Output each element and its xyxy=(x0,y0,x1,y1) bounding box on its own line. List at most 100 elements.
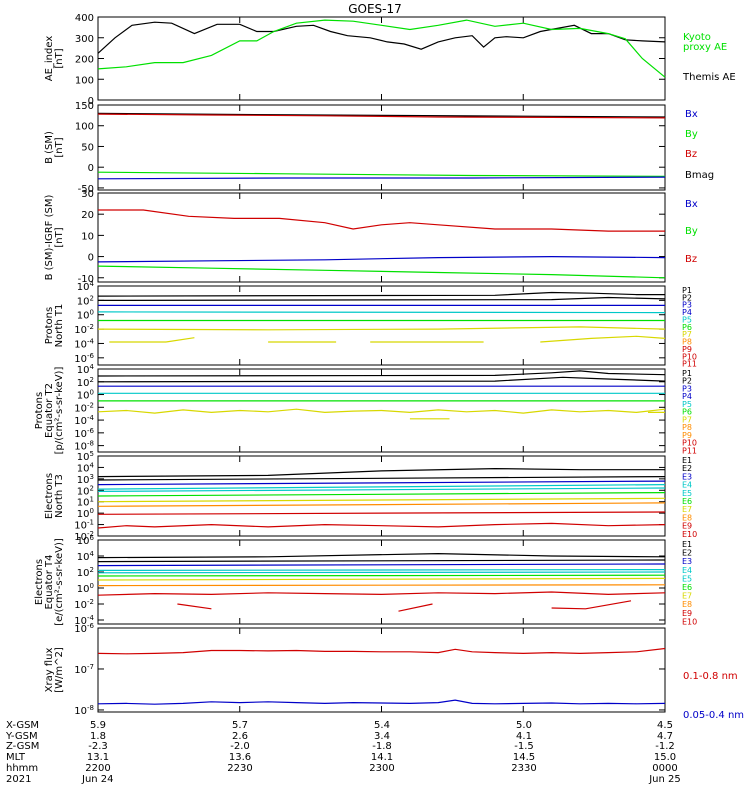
series-eet4-E2 xyxy=(97,559,666,563)
axis-value-1-2: -2.0 xyxy=(230,741,250,752)
y-tick-label-pet2: 104 xyxy=(77,363,95,376)
axis-value-3-1: 4.1 xyxy=(516,731,532,742)
legend-xray-0-05-0-4-nm: 0.05-0.4 nm xyxy=(683,710,744,721)
legend-bigrf-bz: Bz xyxy=(685,254,697,265)
legend-ent3-e10: E10 xyxy=(682,530,697,539)
series-ent3-E8 xyxy=(97,502,666,507)
axis-value-0-1: 1.8 xyxy=(90,731,106,742)
y-axis-label-eet4: Electrons xyxy=(34,559,45,605)
axis-value-3-2: -1.5 xyxy=(514,741,534,752)
y-tick-label-eet4: 104 xyxy=(77,550,95,563)
legend-bigrf-by: By xyxy=(685,226,698,237)
legend-pet2-p4: P4 xyxy=(682,392,692,401)
series-ent3-E7 xyxy=(97,497,666,503)
y-tick-label-bsm: -50 xyxy=(78,184,94,195)
panel-frame-xray xyxy=(97,627,666,713)
series-bsm-By xyxy=(97,171,666,177)
axis-value-3-0: 5.0 xyxy=(516,720,532,731)
legend-pet2-p7: P7 xyxy=(682,415,692,424)
legend-eet4-e10: E10 xyxy=(682,617,697,626)
axis-value-0-3: 13.1 xyxy=(87,752,109,763)
y-tick-label-bigrf: 20 xyxy=(81,210,94,221)
axis-value-3-3: 14.5 xyxy=(513,752,535,763)
axis-row-label: X-GSM xyxy=(6,720,39,731)
axis-row-label: MLT xyxy=(6,752,26,763)
legend-ae-kyoto: Kyoto xyxy=(683,32,711,43)
y-tick-label-ae: 300 xyxy=(75,34,94,45)
legend-pet2-p8: P8 xyxy=(682,423,692,432)
axis-row-label: Y-GSM xyxy=(5,731,38,742)
axis-value-4-2: -1.2 xyxy=(655,741,675,752)
series-eet4-E10c xyxy=(551,600,632,610)
series-eet4-E5 xyxy=(97,571,666,574)
y-tick-label-bigrf: -10 xyxy=(78,274,94,285)
y-axis-label-pnt1: North T1 xyxy=(54,304,65,348)
series-ent3-E10 xyxy=(97,522,666,529)
y-tick-label-bsm: 0 xyxy=(88,163,94,174)
series-pnt1-P4 xyxy=(97,311,666,314)
legend-pet2-p10: P10 xyxy=(682,439,697,448)
y-axis-label-bsm: [nT] xyxy=(54,137,65,157)
y-tick-label-bsm: 100 xyxy=(75,122,94,133)
y-tick-label-eet4: 10-4 xyxy=(74,614,94,627)
series-ae-Kyoto proxy AE xyxy=(97,19,666,78)
panel-frame-pnt1 xyxy=(97,285,666,366)
y-tick-label-ent3: 103 xyxy=(77,473,94,486)
legend-ent3-e4: E4 xyxy=(682,481,692,490)
legend-ae-proxy-ae: proxy AE xyxy=(683,42,727,53)
series-ent3-E4 xyxy=(97,484,666,490)
y-tick-label-ae: 100 xyxy=(75,75,94,86)
y-axis-label-pnt1: Protons xyxy=(44,307,55,344)
series-bsm-Bz xyxy=(97,113,666,119)
axis-value-4-4: 0000 xyxy=(652,763,677,774)
y-tick-label-pnt1: 100 xyxy=(77,309,94,322)
series-eet4-E9 xyxy=(97,591,666,596)
series-ae-Themis AE xyxy=(97,21,666,54)
y-tick-label-pnt1: 10-4 xyxy=(74,337,94,350)
y-tick-label-eet4: 10-2 xyxy=(74,598,94,611)
y-tick-label-pnt1: 10-6 xyxy=(74,352,94,365)
y-axis-label-eet4: [e/(cm²-s-sr-keV)] xyxy=(54,538,65,626)
y-tick-label-ent3: 101 xyxy=(77,496,94,509)
legend-ent3-e9: E9 xyxy=(682,522,692,531)
y-axis-label-bsm: B (SM) xyxy=(44,131,55,164)
y-tick-label-eet4: 102 xyxy=(77,566,94,579)
series-ent3-E6 xyxy=(97,492,666,497)
page-title: GOES-17 xyxy=(348,2,402,16)
y-tick-label-bsm: 50 xyxy=(81,142,94,153)
axis-value-1-4: 2230 xyxy=(227,763,252,774)
legend-bsm-bz: Bz xyxy=(685,149,697,160)
y-axis-label-bigrf: [nT] xyxy=(54,227,65,247)
y-axis-label-pet2: [p/(cm²-s-sr-keV)] xyxy=(54,367,65,455)
legend-ent3-e2: E2 xyxy=(682,464,692,473)
legend-pet2-p1: P1 xyxy=(682,369,692,378)
axis-value-2-3: 14.1 xyxy=(371,752,393,763)
legend-ent3-e5: E5 xyxy=(682,489,692,498)
series-eet4-E7 xyxy=(97,577,666,581)
series-eet4-E4 xyxy=(97,568,666,572)
legend-bsm-bmag: Bmag xyxy=(685,170,714,181)
legend-ent3-e7: E7 xyxy=(682,505,692,514)
legend-eet4-e7: E7 xyxy=(682,592,692,601)
legend-bigrf-bx: Bx xyxy=(685,199,698,210)
y-tick-label-bigrf: 0 xyxy=(88,253,94,264)
axis-value-1-1: 2.6 xyxy=(232,731,248,742)
y-tick-label-ent3: 100 xyxy=(77,507,94,520)
y-tick-label-bigrf: 10 xyxy=(81,231,94,242)
axis-value-2-4: 2300 xyxy=(369,763,394,774)
y-tick-label-pnt1: 104 xyxy=(77,280,95,293)
legend-pet2-p2: P2 xyxy=(682,377,692,386)
series-pnt1-P6 xyxy=(97,326,666,331)
legend-ae-themis-ae: Themis AE xyxy=(682,72,736,83)
y-tick-label-pet2: 102 xyxy=(77,376,94,389)
y-tick-label-xray: 10-6 xyxy=(74,622,94,635)
legend-eet4-e6: E6 xyxy=(682,583,692,592)
legend-pet2-p6: P6 xyxy=(682,408,692,417)
series-xray-0.05-0.4 nm xyxy=(97,699,666,705)
y-tick-label-ae: 400 xyxy=(75,13,94,24)
legend-pnt1-p2: P2 xyxy=(682,293,692,302)
y-axis-label-xray: Xray flux xyxy=(44,648,55,693)
y-axis-label-ent3: Electrons xyxy=(44,473,55,519)
legend-eet4-e4: E4 xyxy=(682,566,692,575)
